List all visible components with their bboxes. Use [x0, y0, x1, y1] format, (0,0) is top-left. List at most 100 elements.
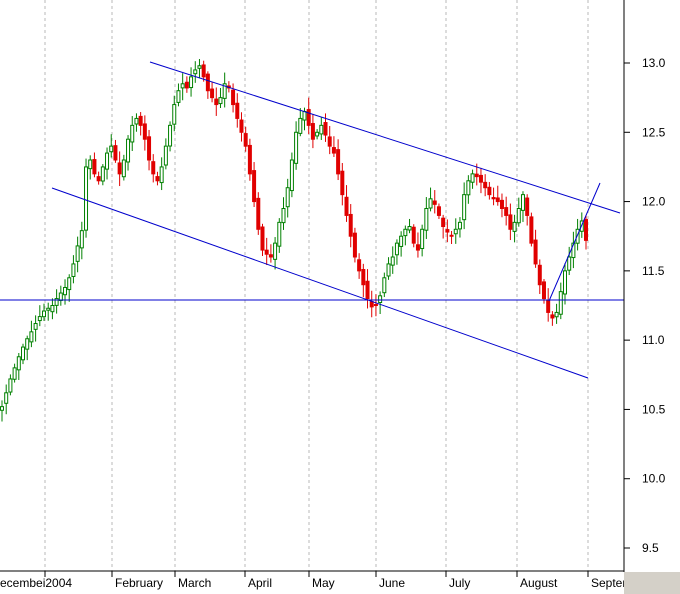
candlestick	[134, 113, 139, 132]
candlestick	[516, 197, 521, 227]
x-tick-label: March	[178, 576, 211, 590]
candle-body	[546, 299, 551, 313]
x-tick-label: May	[312, 576, 335, 590]
candlestick	[172, 95, 177, 132]
candlestick	[16, 353, 21, 380]
candlestick	[390, 246, 395, 274]
candle-body	[499, 199, 504, 210]
candlestick	[386, 257, 391, 280]
candle-body	[105, 152, 110, 170]
candle-body	[189, 76, 194, 89]
candle-body	[432, 200, 437, 205]
candlestick	[399, 231, 404, 257]
candle-body	[277, 221, 282, 247]
candlestick	[470, 169, 475, 189]
y-tick-label: 12.5	[642, 125, 666, 139]
candlestick	[512, 214, 517, 243]
candle-body	[247, 144, 252, 175]
candle-body	[33, 323, 38, 330]
candle-body	[529, 216, 534, 244]
candle-body	[71, 263, 76, 277]
candle-body	[100, 166, 105, 182]
candle-body	[520, 194, 525, 211]
candlestick	[449, 230, 454, 244]
candle-body	[96, 176, 101, 182]
candlestick	[201, 60, 206, 82]
bottom-right-corner	[624, 572, 680, 594]
candle-body	[571, 242, 576, 259]
candlestick	[306, 97, 311, 135]
candlestick	[0, 400, 4, 422]
candlestick	[210, 82, 215, 103]
candle-body	[256, 197, 261, 230]
candlestick	[457, 217, 462, 238]
candle-body	[92, 159, 97, 175]
candlestick	[163, 138, 168, 170]
candlestick	[189, 67, 194, 97]
candle-body	[46, 307, 51, 311]
candlestick	[159, 157, 164, 191]
candlestick	[180, 73, 185, 101]
candlestick	[567, 246, 572, 276]
candle-body	[407, 226, 412, 231]
candlestick	[348, 204, 353, 248]
candlestick	[584, 214, 588, 250]
candle-body	[243, 133, 248, 147]
candlestick	[441, 214, 446, 239]
grid-layer	[44, 0, 589, 571]
candle-body	[315, 131, 320, 137]
candle-body	[4, 392, 9, 404]
candlestick	[33, 315, 38, 342]
candlestick	[138, 112, 143, 136]
candle-body	[449, 234, 454, 237]
candle-body	[0, 406, 4, 411]
candlestick	[331, 136, 336, 158]
candle-body	[336, 149, 341, 175]
x-tick-label: ecembei2004	[0, 576, 72, 590]
candle-body	[155, 176, 160, 182]
upper-channel-line	[149, 61, 621, 214]
candlestick	[361, 263, 366, 298]
candle-body	[273, 242, 278, 260]
candle-body	[491, 197, 496, 200]
candle-body	[428, 198, 433, 209]
candlestick	[256, 192, 261, 235]
candlestick	[420, 224, 425, 257]
candle-body	[205, 73, 210, 92]
candle-body	[58, 292, 63, 301]
candle-body	[231, 89, 236, 106]
candle-body	[386, 263, 391, 277]
candle-body	[281, 208, 286, 224]
candlestick	[92, 152, 97, 178]
rising-trendline	[548, 182, 601, 302]
candlestick	[285, 178, 290, 218]
candlestick	[453, 218, 458, 244]
candle-body	[16, 356, 21, 371]
candle-body	[268, 254, 273, 258]
candle-body	[516, 208, 521, 224]
x-tick-label: April	[248, 576, 272, 590]
candle-body	[436, 206, 441, 216]
candlestick	[176, 83, 181, 107]
candle-body	[495, 197, 500, 203]
y-tick-label: 12.0	[642, 195, 666, 209]
y-tick-label: 13.0	[642, 56, 666, 70]
candle-body	[424, 208, 429, 231]
candlestick	[537, 259, 542, 294]
candlestick	[550, 311, 555, 326]
candle-body	[79, 230, 84, 249]
candle-body	[134, 117, 139, 125]
candle-body	[289, 159, 294, 192]
trendlines	[0, 61, 624, 379]
candlestick	[142, 115, 147, 151]
candlestick	[432, 190, 437, 214]
candle-body	[121, 159, 126, 178]
candlestick	[260, 223, 265, 257]
candlestick	[424, 197, 429, 239]
candlestick	[491, 187, 496, 206]
candle-body	[441, 217, 446, 228]
candle-body	[142, 123, 147, 140]
candle-body	[260, 226, 265, 251]
